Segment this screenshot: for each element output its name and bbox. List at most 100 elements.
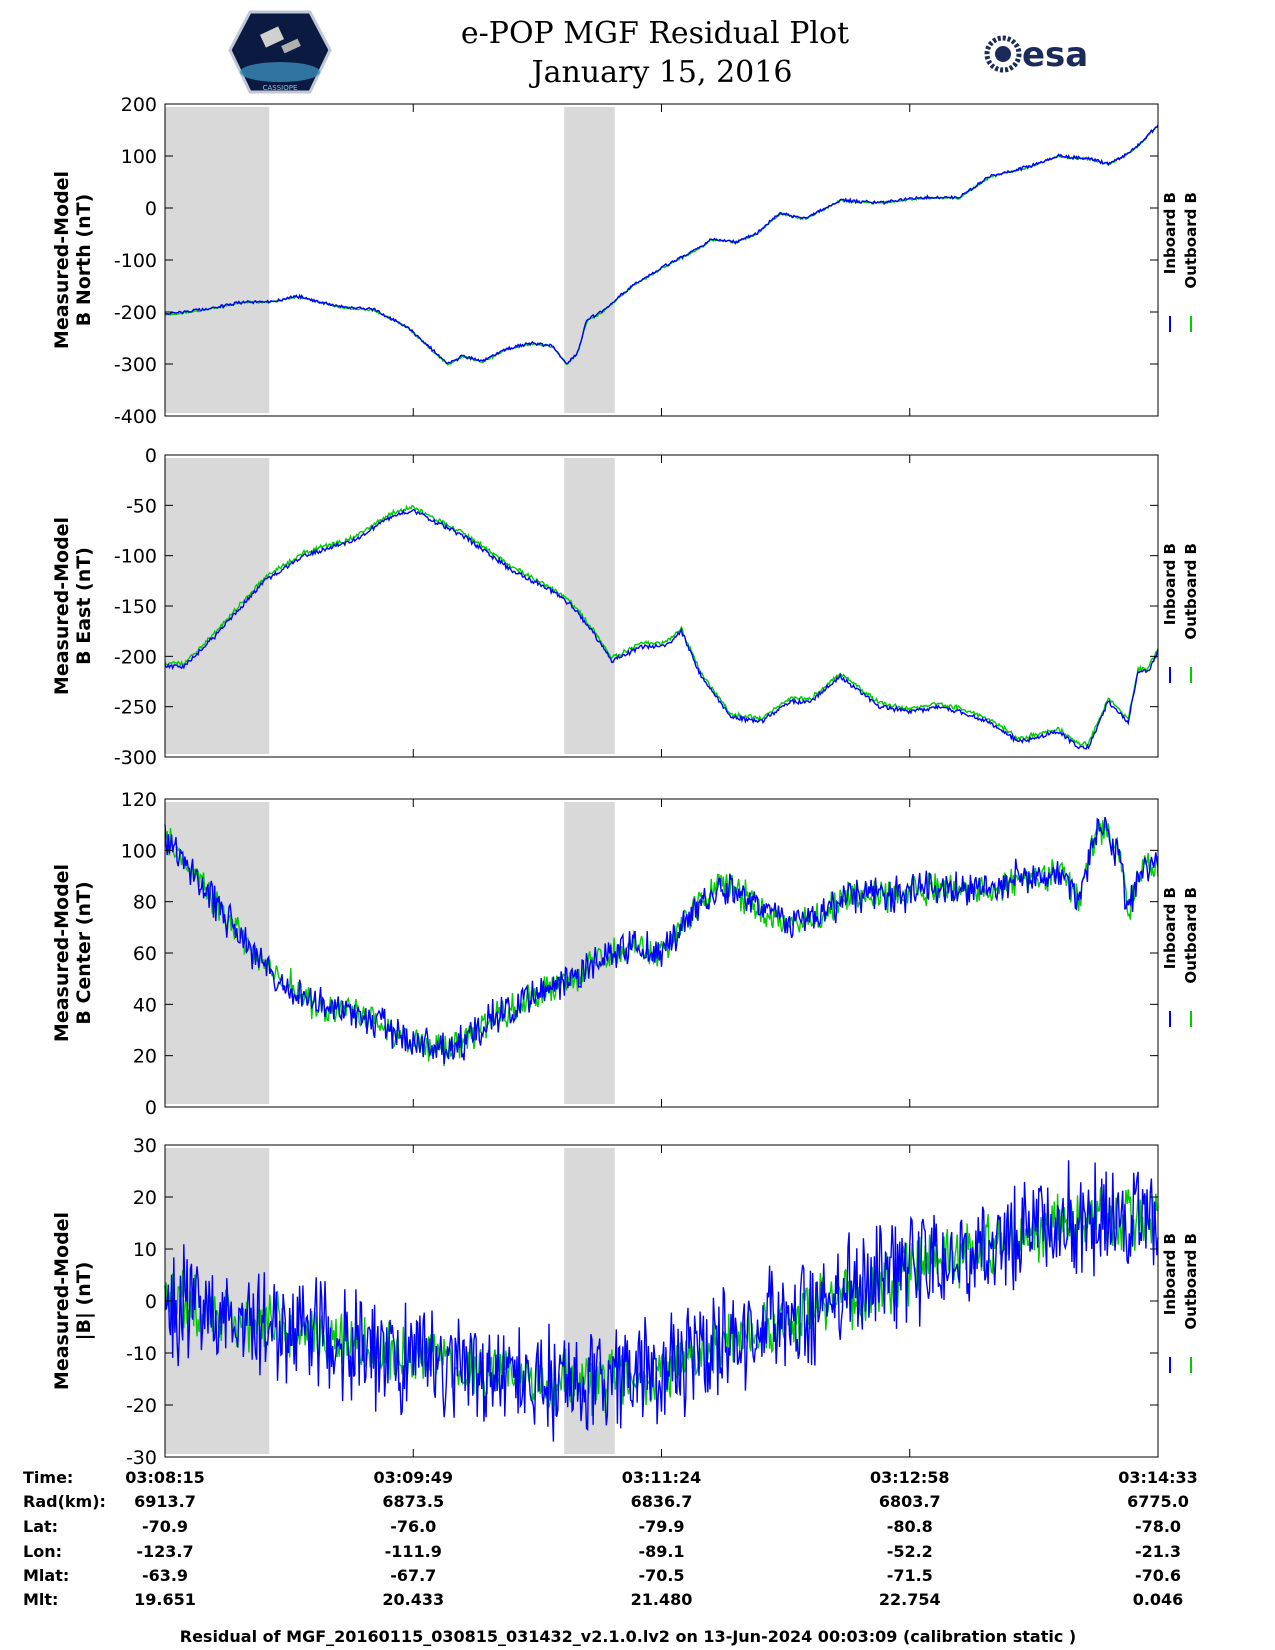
panel-4: -30 -20 -10 0 10 20 30 Measured-Model|B| (nT) In…: [51, 1135, 1200, 1469]
shaded-interval-2: [564, 107, 615, 413]
ephemeris-value: 6775.0: [1127, 1492, 1189, 1511]
y-tick-label: -150: [114, 596, 157, 618]
y-axis-label: Measured-ModelB East (nT): [51, 517, 95, 695]
ephemeris-value: 6913.7: [134, 1492, 196, 1511]
series-outboard-b: [164, 818, 1159, 1067]
ephemeris-value: 6873.5: [382, 1492, 444, 1511]
y-tick-label: 0: [145, 1097, 157, 1119]
ephemeris-value: -70.6: [1135, 1566, 1181, 1585]
plot-frame: [164, 798, 1159, 1108]
shaded-interval-1: [165, 1148, 270, 1454]
y-tick-label: 0: [145, 1291, 157, 1313]
y-tick-label: -10: [126, 1343, 157, 1365]
y-tick-label: 200: [121, 94, 157, 116]
ephemeris-value: -80.8: [887, 1517, 933, 1536]
series-inboard-b: [164, 124, 1159, 365]
y-tick-label: 0: [145, 198, 157, 220]
ephemeris-value: -67.7: [390, 1566, 436, 1585]
ephemeris-row-label: Rad(km):: [23, 1492, 106, 1511]
series-inboard-b: [164, 508, 1159, 750]
ephemeris-value: -70.5: [638, 1566, 684, 1585]
y-tick-label: 60: [133, 943, 157, 965]
ephemeris-value: -79.9: [638, 1517, 684, 1536]
y-tick-label: 100: [121, 146, 157, 168]
esa-logo: esa: [984, 35, 1088, 75]
ephemeris-table: Time: Rad(km): Lat: Lon: Mlat: Mlt: 03:08:15 69…: [23, 1468, 1198, 1609]
ephemeris-value: 0.046: [1133, 1590, 1184, 1609]
ephemeris-value: -63.9: [142, 1566, 188, 1585]
y-tick-label: -200: [114, 646, 157, 668]
ephemeris-row-label: Time:: [23, 1468, 73, 1487]
legend: Inboard B Outboard B: [1161, 543, 1200, 683]
y-tick-label: 0: [145, 445, 157, 467]
series-inboard-b: [164, 816, 1159, 1065]
ephemeris-value: 03:08:15: [125, 1468, 205, 1487]
y-tick-label: 20: [133, 1187, 157, 1209]
y-tick-label: -200: [114, 302, 157, 324]
legend-label: Inboard B: [1161, 1233, 1179, 1315]
footer-caption: Residual of MGF_20160115_030815_031432_v…: [180, 1627, 1076, 1646]
legend-label: Outboard B: [1182, 887, 1200, 984]
legend-label: Inboard B: [1161, 887, 1179, 969]
y-tick-label: -250: [114, 697, 157, 719]
ephemeris-value: -52.2: [887, 1542, 933, 1561]
ephemeris-value: 03:14:33: [1118, 1468, 1198, 1487]
panel-2: -300 -250 -200 -150 -100 -50 0 Measured-ModelB …: [51, 445, 1200, 769]
shaded-interval-2: [564, 1148, 615, 1454]
y-tick-label: 100: [121, 840, 157, 862]
y-tick-label: 20: [133, 1046, 157, 1068]
ephemeris-row-label: Lon:: [23, 1542, 62, 1561]
ephemeris-value: -89.1: [638, 1542, 684, 1561]
series-inboard-b: [164, 1160, 1159, 1442]
plot-frame: [164, 103, 1159, 417]
ephemeris-value: -78.0: [1135, 1517, 1181, 1536]
ephemeris-value: 03:11:24: [622, 1468, 702, 1487]
ephemeris-row-label: Lat:: [23, 1517, 58, 1536]
y-tick-label: -100: [114, 546, 157, 568]
y-tick-label: -30: [126, 1447, 157, 1469]
chart-title: e-POP MGF Residual Plot: [461, 16, 849, 51]
legend-label: Inboard B: [1161, 192, 1179, 274]
legend-label: Inboard B: [1161, 543, 1179, 625]
ephemeris-value: 20.433: [382, 1590, 444, 1609]
esa-logo-text: esa: [1022, 35, 1088, 75]
plot-frame: [164, 454, 1159, 758]
ephemeris-value: 03:09:49: [373, 1468, 453, 1487]
y-tick-label: -300: [114, 747, 157, 769]
ephemeris-value: 21.480: [631, 1590, 693, 1609]
ephemeris-value: 19.651: [134, 1590, 196, 1609]
legend-label: Outboard B: [1182, 543, 1200, 640]
y-tick-label: 120: [121, 789, 157, 811]
shaded-interval-1: [165, 107, 270, 413]
ephemeris-value: -111.9: [385, 1542, 442, 1561]
legend: Inboard B Outboard B: [1161, 1233, 1200, 1373]
chart-subtitle: January 15, 2016: [529, 55, 793, 90]
y-tick-label: -100: [114, 250, 157, 272]
ephemeris-value: -71.5: [887, 1566, 933, 1585]
ephemeris-value: -70.9: [142, 1517, 188, 1536]
legend-label: Outboard B: [1182, 192, 1200, 289]
panel-3: 0 20 40 60 80 100 120 Measured-ModelB Center (n…: [51, 789, 1200, 1119]
y-tick-label: -300: [114, 354, 157, 376]
ephemeris-value: -123.7: [136, 1542, 193, 1561]
series-outboard-b: [164, 504, 1159, 748]
shaded-interval-1: [165, 458, 270, 754]
ephemeris-row-label: Mlat:: [23, 1566, 69, 1585]
ephemeris-value: -76.0: [390, 1517, 436, 1536]
panel-1: -400 -300 -200 -100 0 100 200 Measured-ModelB N…: [51, 94, 1200, 428]
ephemeris-value: 6803.7: [879, 1492, 941, 1511]
y-axis-label: Measured-ModelB Center (nT): [51, 864, 95, 1042]
y-tick-label: -20: [126, 1395, 157, 1417]
left-logo: CASSIOPE: [228, 10, 332, 94]
legend: Inboard B Outboard B: [1161, 887, 1200, 1027]
legend: Inboard B Outboard B: [1161, 192, 1200, 332]
ephemeris-value: 03:12:58: [870, 1468, 950, 1487]
ephemeris-value: -21.3: [1135, 1542, 1181, 1561]
y-axis-label: Measured-Model|B| (nT): [51, 1212, 95, 1390]
ephemeris-row-label: Mlt:: [23, 1590, 58, 1609]
y-tick-label: 40: [133, 994, 157, 1016]
y-tick-label: 80: [133, 892, 157, 914]
legend-label: Outboard B: [1182, 1233, 1200, 1330]
